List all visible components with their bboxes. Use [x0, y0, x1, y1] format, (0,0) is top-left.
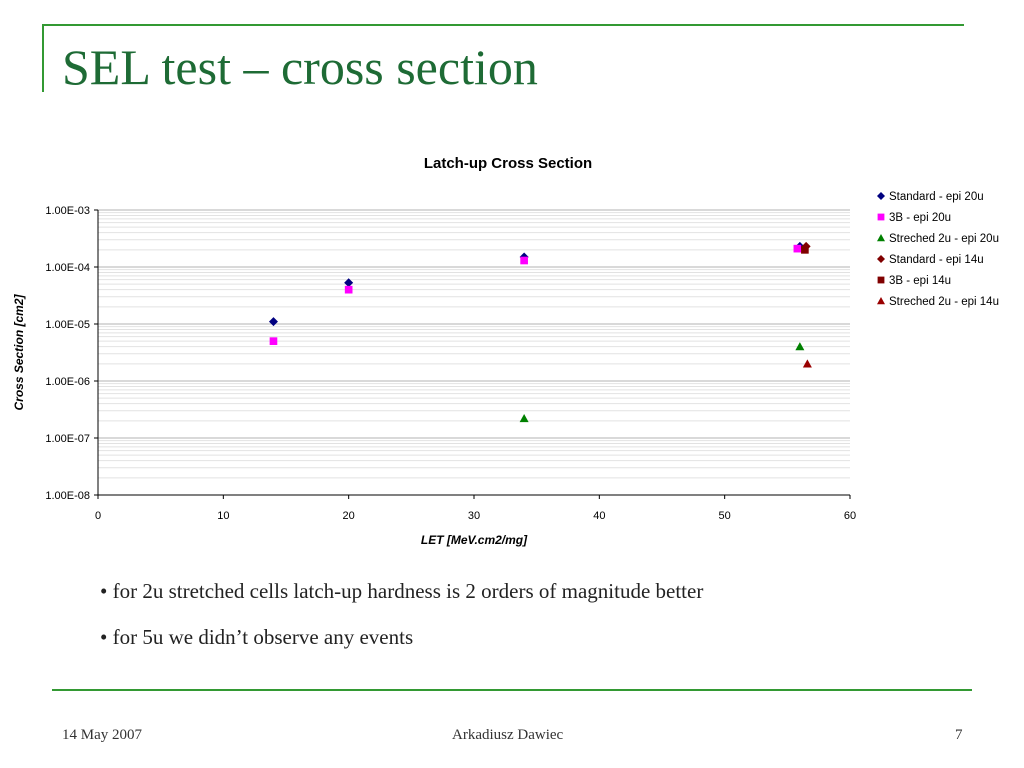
- footer-page-number: 7: [955, 727, 963, 744]
- x-tick-label: 10: [217, 510, 229, 522]
- legend-marker: [877, 297, 885, 304]
- bullet-item: • for 2u stretched cells latch-up hardne…: [100, 576, 703, 622]
- legend-label: Standard - epi 20u: [889, 191, 984, 203]
- data-point: [520, 414, 529, 422]
- legend-marker: [878, 214, 885, 221]
- data-point: [794, 245, 802, 253]
- legend-marker: [878, 277, 885, 284]
- data-point: [269, 317, 278, 326]
- legend-label: Standard - epi 14u: [889, 254, 984, 266]
- footer-author: Arkadiusz Dawiec: [452, 727, 563, 744]
- data-point: [801, 246, 809, 254]
- legend-label: Streched 2u - epi 14u: [889, 296, 999, 308]
- x-tick-label: 40: [593, 510, 605, 522]
- bullet-item: • for 5u we didn’t observe any events: [100, 622, 703, 668]
- y-tick-label: 1.00E-08: [45, 490, 90, 502]
- x-tick-label: 20: [343, 510, 355, 522]
- title-accent-bar: [42, 24, 44, 92]
- legend-marker: [877, 255, 885, 263]
- y-tick-label: 1.00E-04: [45, 262, 90, 274]
- x-tick-label: 30: [468, 510, 480, 522]
- x-tick-label: 50: [719, 510, 731, 522]
- legend-marker: [877, 234, 885, 241]
- legend-marker: [877, 192, 885, 200]
- data-point: [270, 337, 278, 345]
- data-point: [345, 286, 353, 294]
- slide-title: SEL test – cross section: [62, 42, 538, 92]
- x-axis-label: LET [MeV.cm2/mg]: [421, 533, 528, 547]
- title-accent-line: [42, 24, 964, 26]
- latch-up-cross-section-chart: Latch-up Cross Section 1.00E-03 1.00E-04 1.…: [0, 140, 1024, 560]
- legend-label: 3B - epi 20u: [889, 212, 951, 224]
- x-tick-label: 0: [95, 510, 101, 522]
- y-tick-label: 1.00E-07: [45, 433, 90, 445]
- y-tick-label: 1.00E-03: [45, 205, 90, 217]
- y-tick-label: 1.00E-06: [45, 376, 90, 388]
- legend-label: Streched 2u - epi 20u: [889, 233, 999, 245]
- y-tick-label: 1.00E-05: [45, 319, 90, 331]
- legend-label: 3B - epi 14u: [889, 275, 951, 287]
- bullet-list: • for 2u stretched cells latch-up hardne…: [100, 576, 703, 668]
- data-point: [520, 257, 528, 265]
- footer-rule: [52, 689, 972, 691]
- chart-title: Latch-up Cross Section: [424, 155, 592, 172]
- x-tick-label: 60: [844, 510, 856, 522]
- footer-date: 14 May 2007: [62, 727, 142, 744]
- y-axis-label: Cross Section [cm2]: [12, 293, 26, 410]
